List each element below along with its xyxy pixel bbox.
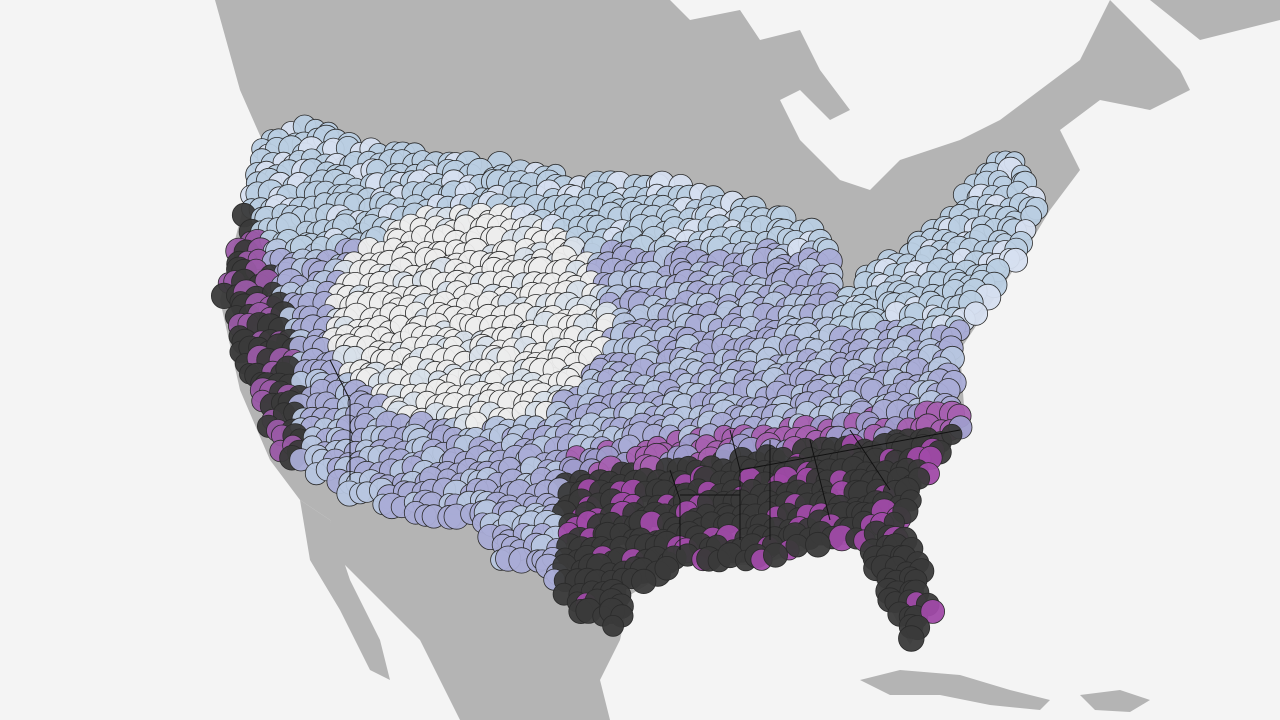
greenland-tip	[1150, 0, 1280, 40]
station-marker	[785, 534, 809, 558]
baja-california	[300, 500, 390, 680]
cuba	[860, 670, 1050, 710]
station-marker	[602, 615, 624, 637]
state-borders	[329, 359, 961, 550]
hispaniola	[1080, 690, 1150, 712]
station-marker	[763, 542, 789, 568]
station-marker	[631, 568, 657, 595]
station-marker	[941, 423, 963, 445]
state-border	[329, 359, 961, 550]
station-marker	[805, 531, 831, 558]
station-marker	[920, 599, 945, 624]
station-marker	[654, 555, 680, 581]
station-markers	[211, 114, 1049, 652]
station-marker	[963, 301, 989, 326]
station-marker	[898, 625, 925, 652]
